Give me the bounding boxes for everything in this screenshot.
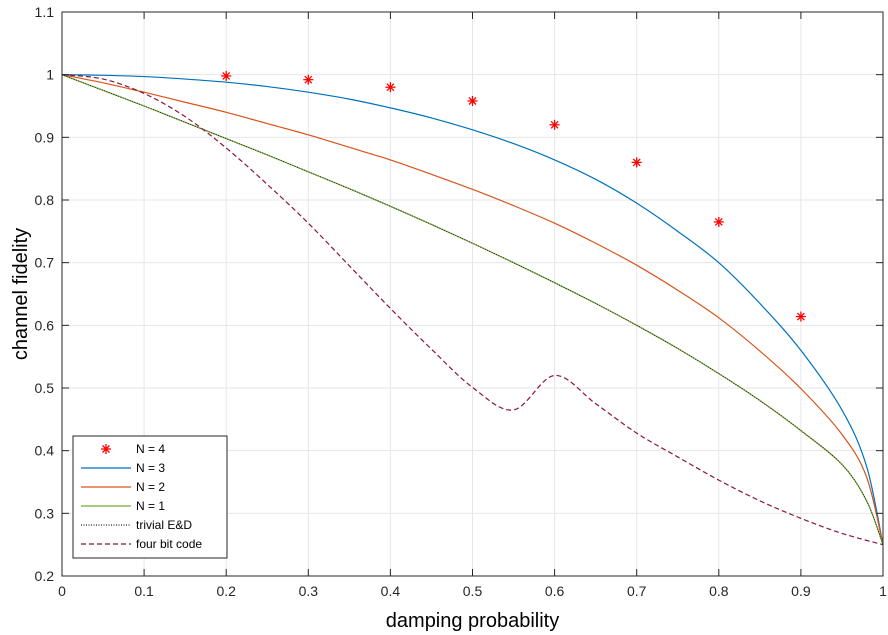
y-tick-label: 1.1: [35, 4, 55, 20]
data-point-marker: [221, 70, 232, 81]
x-tick-label: 0.1: [134, 583, 154, 599]
y-tick-label: 0.4: [35, 443, 55, 459]
legend-label: four bit code: [136, 537, 202, 551]
legend-label: N = 3: [136, 461, 165, 475]
legend-label: trivial E&D: [136, 518, 192, 532]
legend-label: N = 1: [136, 499, 165, 513]
legend-label: N = 4: [136, 442, 165, 456]
y-tick-label: 0.8: [35, 192, 55, 208]
legend-box: [72, 435, 228, 559]
y-tick-label: 0.5: [35, 380, 55, 396]
axis-ticks: 0 0.1 0.2 0.3 0.4 0.5 0.6 0.7 0.8 0.9 1 0.2 0.3 0.4 0.…: [35, 4, 888, 599]
data-point-marker: [549, 119, 560, 130]
x-tick-label: 0.5: [463, 583, 483, 599]
legend-label: N = 2: [136, 480, 165, 494]
x-tick-label: 0.3: [299, 583, 319, 599]
x-tick-label: 0.7: [627, 583, 647, 599]
series-line-four-bit-code: [61, 74, 884, 546]
y-tick-label: 1: [46, 67, 54, 83]
series-n-4: [221, 70, 806, 322]
data-point-marker: [467, 95, 478, 106]
data-point-marker: [385, 82, 396, 93]
x-axis-title: damping probability: [386, 610, 559, 632]
series-layer: [61, 70, 884, 546]
y-tick-label: 0.3: [35, 505, 55, 521]
y-tick-label: 0.9: [35, 129, 55, 145]
y-axis-title: channel fidelity: [10, 228, 32, 360]
legend-marker: [101, 444, 111, 454]
x-tick-label: 1: [879, 583, 887, 599]
data-point-marker: [303, 74, 314, 85]
series-line-n-3: [61, 74, 884, 545]
legend: N = 4 N = 3 N = 2 N = 1 trivial E&D four bit …: [72, 435, 228, 559]
series-line-n-2: [61, 74, 884, 545]
data-point-marker: [713, 216, 724, 227]
y-tick-label: 0.2: [35, 568, 55, 584]
x-tick-label: 0.2: [216, 583, 236, 599]
y-tick-label: 0.6: [35, 317, 55, 333]
data-point-marker: [795, 311, 806, 322]
data-point-marker: [631, 157, 642, 168]
series-line-n-1: [61, 74, 884, 545]
x-tick-label: 0: [58, 583, 66, 599]
x-tick-label: 0.8: [709, 583, 729, 599]
x-tick-label: 0.6: [545, 583, 565, 599]
y-tick-label: 0.7: [35, 255, 55, 271]
x-tick-label: 0.4: [381, 583, 401, 599]
x-tick-label: 0.9: [791, 583, 811, 599]
